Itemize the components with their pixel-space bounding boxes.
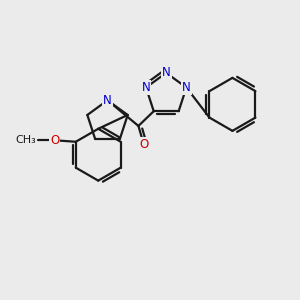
Text: N: N [182,81,191,94]
Text: O: O [50,134,59,147]
Text: O: O [139,138,148,151]
Text: N: N [162,66,171,80]
Text: N: N [142,81,150,94]
Text: CH₃: CH₃ [15,135,36,145]
Text: N: N [103,94,112,107]
